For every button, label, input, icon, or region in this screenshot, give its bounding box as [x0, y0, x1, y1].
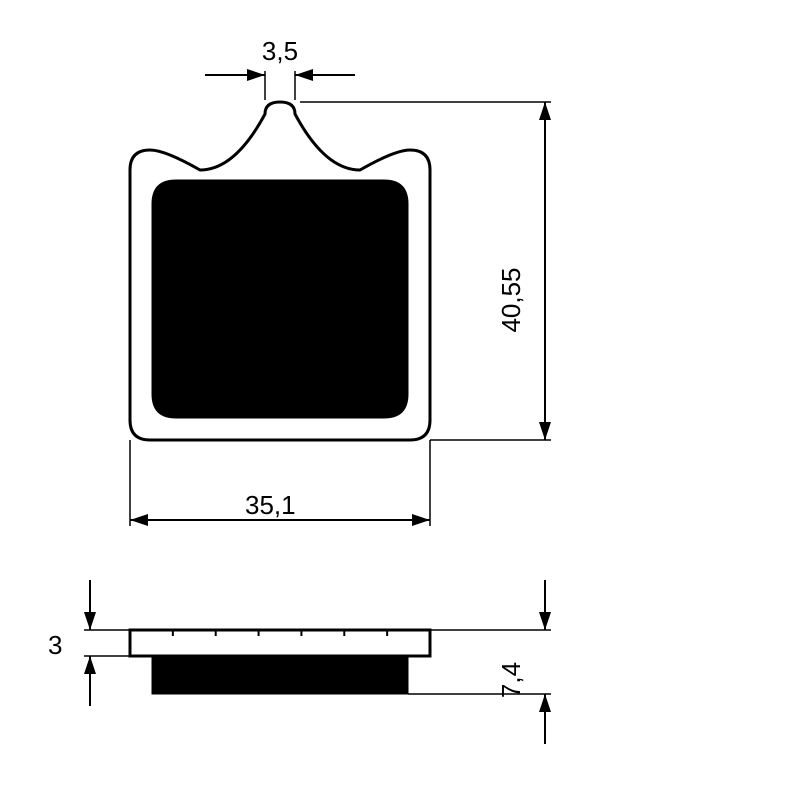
- dimension-value: 3: [48, 630, 62, 660]
- backing-plate-side: [130, 630, 430, 656]
- friction-pad-front: [152, 180, 408, 418]
- dimension-value: 35,1: [245, 490, 296, 520]
- technical-drawing: 3,5 40,55 35,1 3 7,4: [0, 0, 800, 800]
- dimension-value: 3,5: [262, 36, 298, 66]
- dimension-value: 40,55: [496, 267, 526, 332]
- friction-pad-side: [152, 656, 408, 694]
- dimension-value: 7,4: [496, 662, 526, 698]
